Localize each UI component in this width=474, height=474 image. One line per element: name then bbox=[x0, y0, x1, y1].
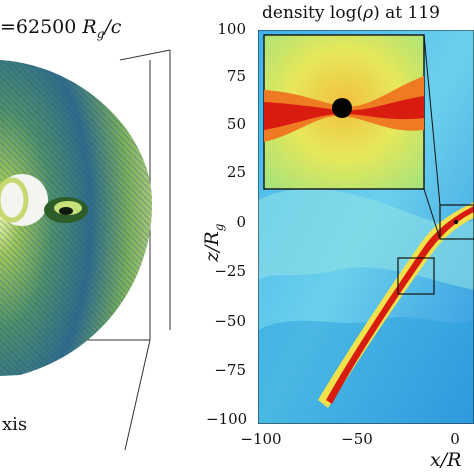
time-label: =62500 Rg/c bbox=[0, 16, 121, 41]
inset-zoom bbox=[263, 34, 441, 240]
density-title-suffix: ) at 119 bbox=[373, 3, 440, 23]
y-tick: −25 bbox=[214, 262, 246, 280]
inset-connector-top bbox=[423, 34, 441, 206]
y-axis-label: z/Rg bbox=[201, 223, 226, 262]
inset-connector-bottom bbox=[423, 188, 441, 240]
jet-core bbox=[326, 206, 474, 404]
y-tick: 25 bbox=[226, 163, 246, 181]
time-label-sub: g bbox=[96, 26, 105, 41]
time-label-prefix: =62500 bbox=[0, 16, 83, 38]
disk-render-panel bbox=[0, 49, 171, 451]
x-tick: 0 bbox=[450, 430, 460, 448]
x-axis-label: x/R bbox=[430, 449, 462, 471]
y-tick: 75 bbox=[226, 67, 246, 85]
time-label-var: R bbox=[82, 16, 97, 38]
y-tick: 100 bbox=[217, 20, 246, 38]
black-hole-core bbox=[59, 207, 73, 215]
time-label-suffix: /c bbox=[104, 16, 122, 38]
density-map bbox=[258, 30, 474, 424]
axis-fragment-label: xis bbox=[2, 414, 28, 435]
density-title-var: ρ bbox=[363, 3, 374, 23]
y-tick: −75 bbox=[214, 361, 246, 379]
density-title-prefix: density log( bbox=[262, 3, 364, 23]
y-tick: 50 bbox=[226, 115, 246, 133]
y-tick: −50 bbox=[214, 312, 246, 330]
zoom-box-lower[interactable] bbox=[397, 257, 435, 295]
y-axis-label-text: z/R bbox=[201, 231, 223, 262]
density-cloud-lower bbox=[258, 317, 474, 424]
x-tick: −50 bbox=[341, 430, 373, 448]
density-title: density log(ρ) at 119 bbox=[262, 3, 440, 23]
x-tick: −100 bbox=[240, 430, 282, 448]
zoom-box-center[interactable] bbox=[439, 204, 474, 240]
y-tick: 0 bbox=[236, 213, 246, 231]
black-hole-inset bbox=[332, 98, 352, 118]
disk-inner-rim bbox=[0, 177, 29, 223]
y-tick: −100 bbox=[206, 410, 248, 428]
black-hole-marker-small bbox=[453, 219, 459, 225]
